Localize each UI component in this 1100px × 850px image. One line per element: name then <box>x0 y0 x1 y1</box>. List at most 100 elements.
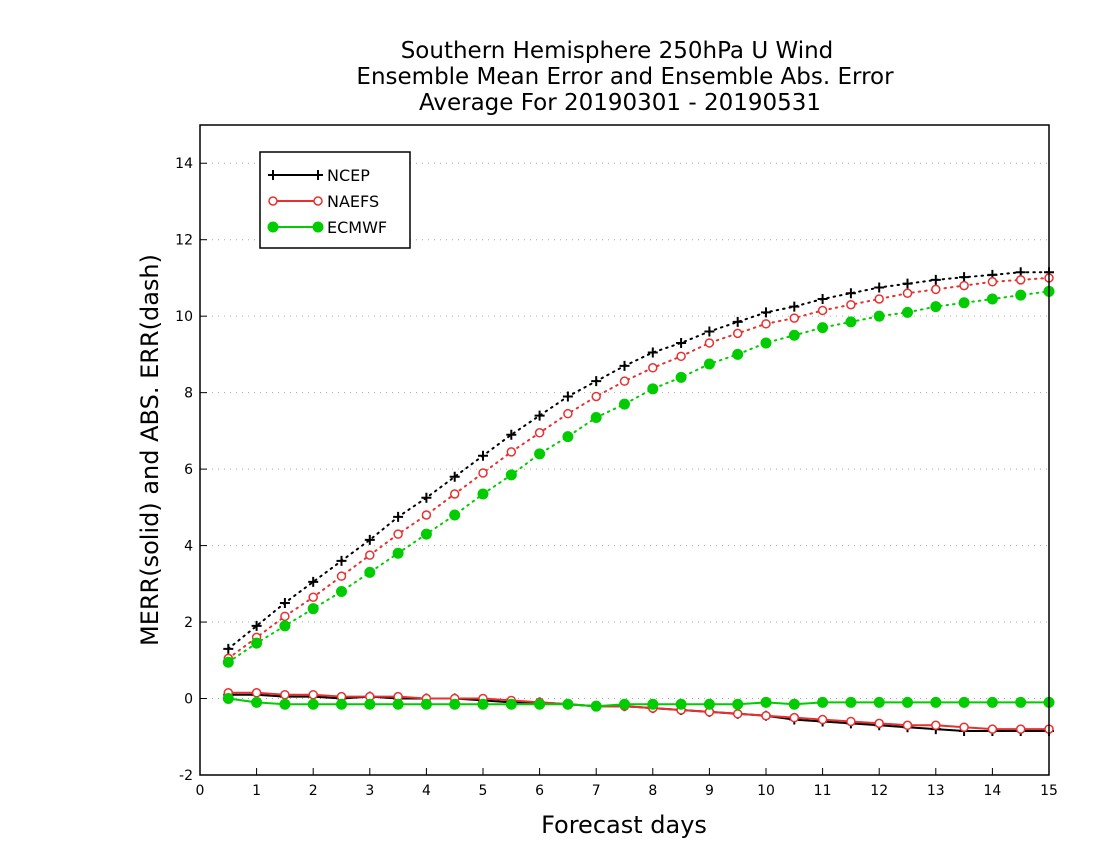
mean-err-point <box>251 696 263 708</box>
abs-err-point <box>562 391 573 402</box>
abs-err-point <box>647 347 658 358</box>
y-tick-label: 10 <box>175 309 193 325</box>
mean-err-point <box>534 698 546 710</box>
x-tick-label: 12 <box>870 783 888 799</box>
mean-err-point <box>845 696 857 708</box>
mean-err-point <box>931 720 941 731</box>
abs-err-point <box>931 284 941 295</box>
abs-err-point <box>534 410 545 421</box>
y-tick-label: 6 <box>184 462 193 478</box>
abs-err-point <box>308 592 318 602</box>
mean-err-point <box>986 696 998 708</box>
mean-err-point <box>846 716 856 727</box>
abs-err-point <box>534 448 546 460</box>
x-tick-label: 7 <box>592 783 601 799</box>
abs-err-point <box>279 620 291 632</box>
abs-err-point <box>590 412 602 423</box>
mean-err-point <box>958 696 970 708</box>
abs-err-point <box>676 351 686 362</box>
mean-err-point <box>732 698 744 710</box>
abs-err-point <box>223 643 234 654</box>
abs-err-point <box>591 376 602 387</box>
y-tick-label: 8 <box>184 386 193 402</box>
mean-err-point <box>788 698 800 710</box>
abs-err-point <box>449 471 460 482</box>
abs-err-point <box>874 282 885 293</box>
abs-err-point <box>563 408 573 419</box>
abs-err-point <box>902 278 913 289</box>
abs-err-point <box>732 328 743 339</box>
x-tick-label: 13 <box>927 783 945 799</box>
title-line-2: Ensemble Mean Error and Ensemble Abs. Er… <box>356 64 894 90</box>
mean-err-point <box>420 698 432 710</box>
abs-err-point <box>845 288 856 299</box>
abs-err-point <box>732 348 744 360</box>
abs-err-point <box>930 274 941 285</box>
abs-err-point <box>873 310 885 322</box>
mean-err-point <box>675 698 687 710</box>
y-tick-label: 2 <box>184 615 193 631</box>
mean-err-point <box>308 689 318 700</box>
abs-err-point <box>789 301 800 312</box>
abs-err-point <box>959 272 970 283</box>
abs-err-point <box>392 547 404 559</box>
abs-err-point <box>1015 289 1027 301</box>
x-axis-title: Forecast days <box>541 811 707 839</box>
abs-err-point <box>421 492 432 503</box>
abs-err-point <box>534 428 545 438</box>
abs-err-point <box>987 277 998 287</box>
mean-err-point <box>902 696 913 708</box>
abs-err-point <box>619 376 630 386</box>
legend-marker <box>313 170 323 180</box>
mean-err-point <box>789 712 800 723</box>
abs-err-point <box>647 383 659 395</box>
abs-err-point <box>562 431 574 443</box>
abs-err-point <box>676 337 687 348</box>
abs-err-point <box>930 301 942 313</box>
y-axis-title: MERR(solid) and ABS. ERR(dash) <box>136 254 164 646</box>
mean-err-point <box>222 693 234 705</box>
series-ecmwf <box>222 285 1055 712</box>
abs-err-point <box>421 510 432 520</box>
x-tick-label: 2 <box>309 783 318 799</box>
mean-err-point <box>732 709 743 719</box>
abs-err-point <box>251 637 263 649</box>
mean-err-point <box>280 689 290 700</box>
abs-err-point <box>308 576 319 587</box>
plot-frame <box>199 124 1050 776</box>
mean-err-point <box>647 698 659 710</box>
x-tick-label: 6 <box>535 783 544 799</box>
mean-err-point <box>336 698 347 710</box>
legend: NCEP NAEFS ECMWF <box>259 151 411 249</box>
y-tick-label: 12 <box>175 233 193 249</box>
mean-err-point <box>619 698 630 710</box>
abs-err-point <box>704 326 715 337</box>
abs-err-point <box>789 313 800 323</box>
abs-err-point <box>1015 275 1026 285</box>
y-tick-label: 4 <box>184 539 193 555</box>
abs-err-point <box>846 299 856 310</box>
abs-err-point <box>364 566 376 578</box>
mean-err-point <box>703 698 715 710</box>
mean-err-point <box>987 724 998 734</box>
mean-err-point <box>307 698 319 710</box>
mean-err-point <box>902 720 913 731</box>
y-tick-label: 14 <box>175 156 193 172</box>
abs-err-point <box>817 293 828 304</box>
x-tick-label: 11 <box>814 783 832 799</box>
abs-err-point <box>761 307 771 318</box>
abs-err-point <box>506 447 517 457</box>
abs-err-point <box>279 597 290 608</box>
mean-err-point <box>279 698 291 710</box>
mean-err-point <box>590 700 602 712</box>
mean-err-point <box>505 698 517 710</box>
y-axis: -2 0 2 4 6 8 10 12 14 <box>175 156 207 784</box>
abs-err-point <box>505 469 517 481</box>
mean-err-point <box>364 698 376 710</box>
mean-err-point <box>392 698 404 710</box>
mean-err-point <box>1015 696 1027 708</box>
abs-err-point <box>364 534 375 545</box>
abs-err-point <box>902 288 913 298</box>
chart-title: Southern Hemisphere 250hPa U Wind Ensemb… <box>356 38 894 116</box>
